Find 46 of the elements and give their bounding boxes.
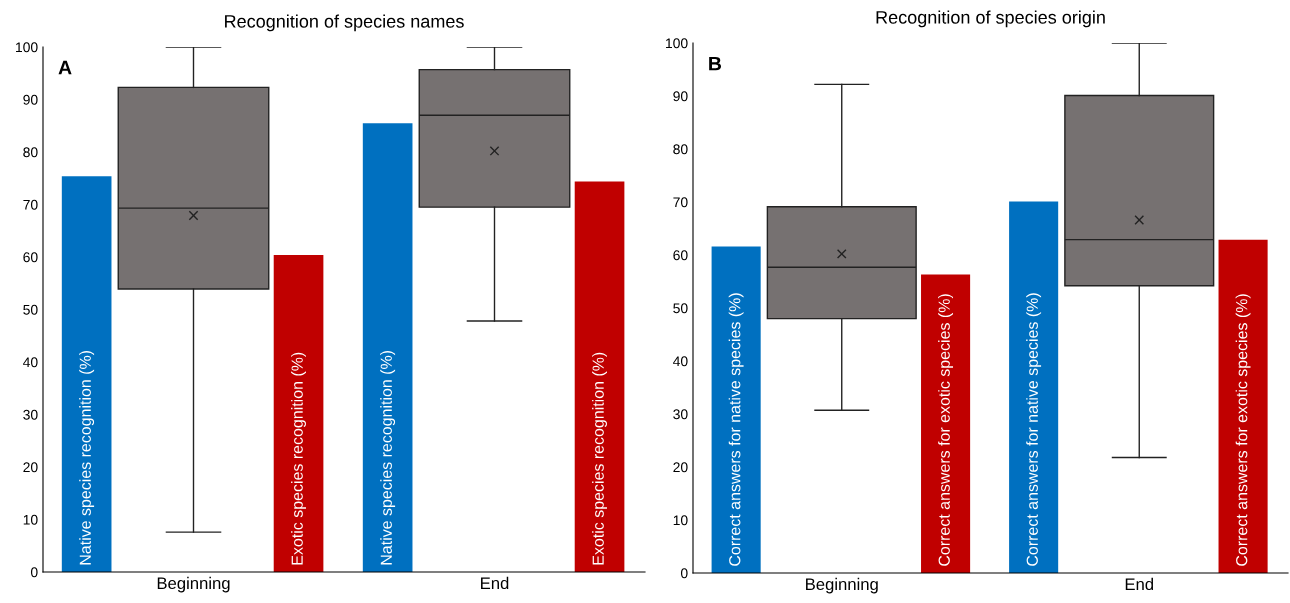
bar: [61, 176, 112, 572]
y-tick-label: 10: [23, 514, 38, 525]
series-label: Correct answers for exotic species (%): [938, 294, 954, 566]
text: Correct answers for exotic species (%): [1235, 294, 1251, 566]
y-tick-label: 70: [23, 199, 38, 210]
y-tick-label: 0: [680, 568, 688, 579]
y-tick-label: 70: [673, 197, 688, 208]
y-tick-label: 100: [16, 42, 38, 53]
y-tick-label: 50: [673, 303, 688, 314]
bar: [921, 274, 971, 573]
bar: [711, 246, 761, 573]
bar: [1218, 239, 1268, 573]
x-tick-label: Beginning: [806, 577, 878, 594]
y-tick-label: 20: [673, 462, 688, 473]
chart-title: Recognition of species origin: [876, 10, 1105, 28]
y-tick-label: 0: [30, 567, 38, 578]
y-tick-label: 90: [673, 91, 688, 102]
x-tick-label: End: [1125, 577, 1153, 591]
y-tick-label: 40: [23, 357, 38, 368]
y-tick-label: 30: [23, 409, 38, 420]
series-label: Native species recognition (%): [79, 350, 95, 565]
x-tick-label: End: [481, 576, 509, 590]
y-tick-label: 80: [23, 147, 38, 158]
annotation: B: [709, 56, 722, 71]
y-tick-label: 40: [673, 356, 688, 367]
y-tick-label: 90: [23, 94, 38, 105]
x-tick-label: Beginning: [157, 576, 230, 593]
text: Correct answers for native species (%): [1026, 293, 1042, 566]
y-tick-label: 10: [673, 515, 688, 526]
y-tick-label: 80: [673, 144, 688, 155]
series-label: Correct answers for native species (%): [728, 293, 744, 566]
chart-title: Recognition of species names: [225, 14, 464, 32]
y-tick-label: 100: [666, 38, 688, 49]
series-label: Exotic species recognition (%): [291, 352, 306, 565]
text: Native species recognition (%): [380, 350, 396, 565]
bar: [1009, 201, 1059, 573]
bar: [362, 123, 413, 572]
y-tick-label: 30: [673, 409, 688, 420]
annotation: A: [58, 60, 72, 75]
bar: [273, 254, 324, 572]
y-tick-label: 20: [23, 462, 38, 473]
y-tick-label: 50: [23, 304, 38, 315]
y-tick-label: 60: [23, 252, 38, 263]
y-tick-label: 60: [673, 250, 688, 261]
bar: [574, 181, 625, 572]
text: Exotic species recognition (%): [592, 352, 607, 565]
